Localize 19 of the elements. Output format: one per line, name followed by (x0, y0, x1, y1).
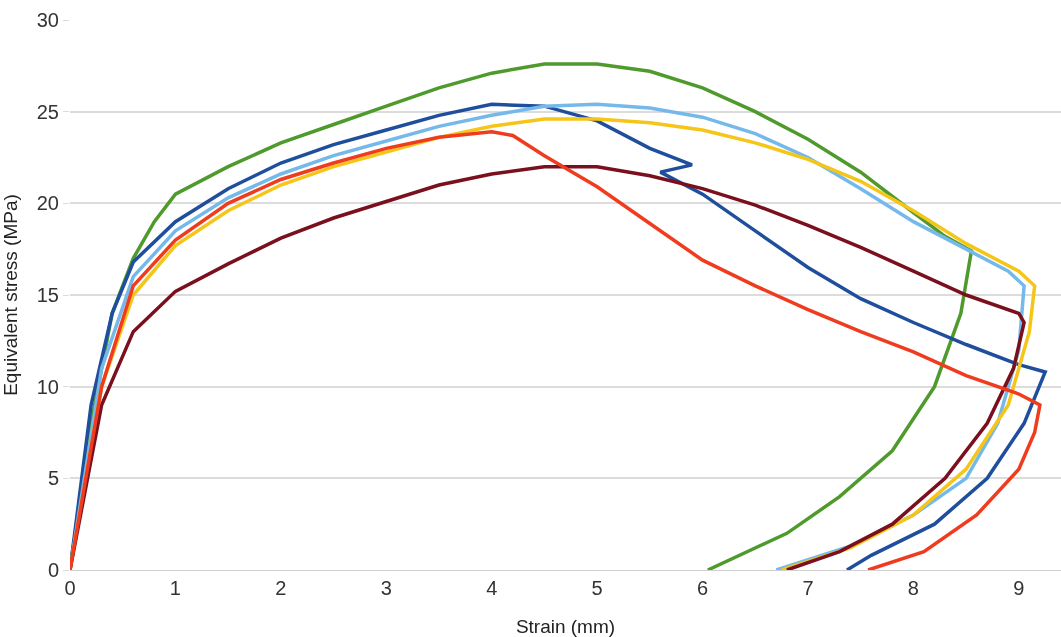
x-tick-label: 5 (591, 577, 603, 599)
x-tick-label: 1 (169, 577, 181, 599)
x-axis-title: Strain (mm) (515, 616, 616, 637)
y-tick-label: 0 (47, 559, 59, 581)
x-tick-label: 8 (907, 577, 919, 599)
x-tick-label: 7 (802, 577, 814, 599)
y-tick-label: 10 (36, 375, 59, 398)
x-tick-label: 0 (64, 577, 76, 599)
y-tick-label: 25 (36, 100, 59, 123)
x-tick-label: 3 (380, 577, 392, 599)
y-tick-label: 15 (36, 284, 59, 306)
y-tick-label: 20 (36, 192, 59, 215)
x-tick-label: 4 (486, 577, 498, 599)
x-tick-label: 6 (696, 577, 709, 599)
x-tick-label: 9 (1013, 577, 1025, 599)
y-axis-title: Equivalent stress (MPa) (0, 194, 21, 396)
y-tick-label: 30 (36, 9, 59, 31)
y-tick-label: 5 (47, 467, 59, 490)
x-tick-label: 2 (275, 577, 287, 599)
